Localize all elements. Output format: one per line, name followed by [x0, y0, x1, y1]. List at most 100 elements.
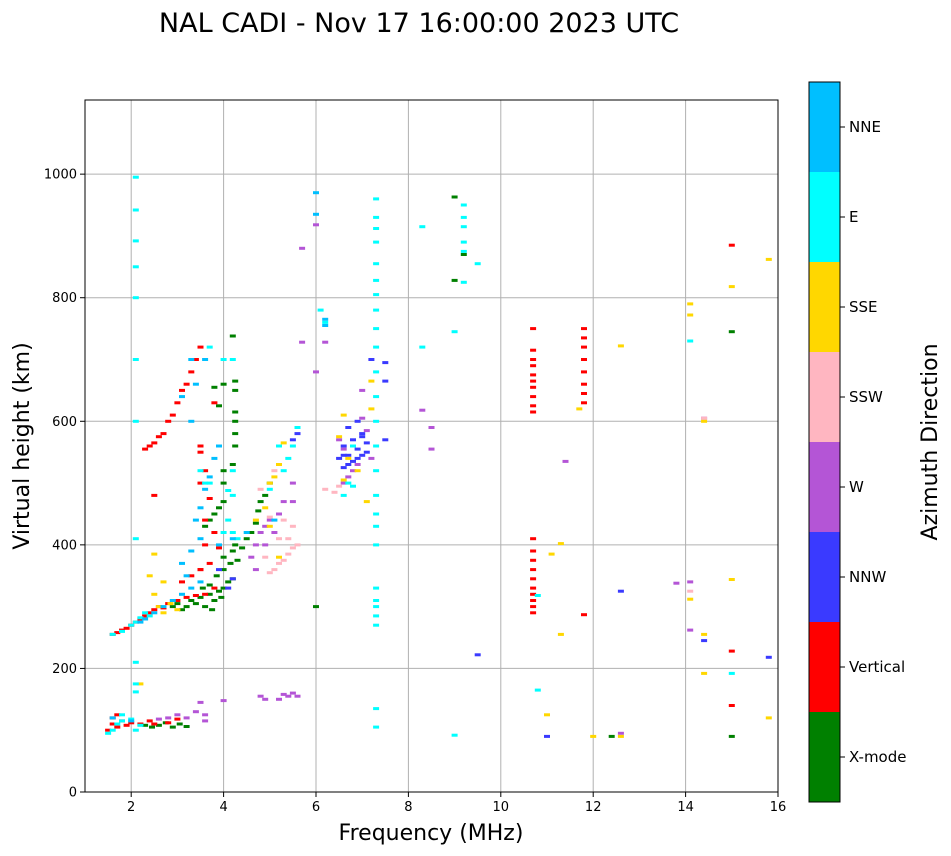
point-vertical	[530, 558, 537, 562]
point-vertical	[202, 592, 209, 596]
point-w	[262, 543, 269, 547]
point-x-mode	[220, 469, 227, 473]
point-w	[289, 691, 296, 695]
point-nnw	[382, 379, 389, 383]
point-nne	[179, 395, 185, 399]
point-e	[373, 345, 380, 349]
point-e	[119, 719, 125, 723]
point-x-mode	[176, 722, 183, 726]
point-w	[266, 518, 273, 522]
point-w	[299, 246, 306, 250]
point-w	[673, 581, 680, 585]
point-ssw	[276, 561, 282, 565]
point-x-mode	[218, 595, 225, 599]
point-nnw	[354, 456, 361, 460]
point-e	[229, 469, 236, 473]
point-ssw	[289, 546, 296, 550]
point-sse	[368, 379, 375, 383]
point-vertical	[179, 580, 185, 584]
point-w	[262, 697, 269, 701]
point-e	[225, 489, 232, 492]
point-w	[687, 580, 694, 584]
chart-title: NAL CADI - Nov 17 16:00:00 2023 UTC	[159, 8, 679, 39]
point-ssw	[276, 537, 282, 541]
point-x-mode	[243, 537, 250, 541]
point-sse	[336, 435, 343, 439]
point-vertical	[581, 370, 587, 374]
point-sse	[701, 671, 708, 675]
point-sse	[266, 524, 273, 528]
point-e	[373, 197, 380, 201]
point-w	[257, 694, 264, 698]
point-nne	[151, 611, 158, 615]
point-e	[460, 240, 467, 244]
colorbar-tick-label: NNW	[849, 568, 886, 586]
point-x-mode	[169, 605, 176, 609]
point-e	[229, 493, 236, 497]
point-sse	[160, 611, 167, 615]
point-vertical	[183, 382, 190, 386]
point-nnw	[354, 447, 361, 451]
point-x-mode	[199, 586, 206, 590]
x-tick-label: 12	[585, 800, 602, 815]
point-vertical	[174, 599, 181, 602]
point-sse	[544, 713, 550, 717]
y-tick-label: 400	[52, 538, 77, 553]
point-vertical	[530, 410, 537, 414]
point-e	[460, 249, 467, 253]
point-e	[137, 723, 144, 727]
point-x-mode	[257, 500, 264, 504]
point-nne	[206, 475, 213, 479]
point-x-mode	[255, 509, 262, 513]
point-vertical	[114, 631, 121, 635]
point-vertical	[155, 435, 162, 439]
point-e	[451, 330, 458, 334]
point-e	[132, 537, 139, 541]
point-x-mode	[220, 568, 227, 572]
point-e	[419, 345, 426, 349]
point-sse	[617, 344, 624, 348]
point-w	[354, 463, 361, 466]
point-nnw	[382, 438, 389, 442]
point-vertical	[216, 546, 222, 550]
point-sse	[617, 734, 624, 738]
point-vertical	[105, 728, 112, 732]
colorbar-tick-label: SSW	[849, 388, 883, 406]
point-nne	[192, 382, 199, 386]
colorbar-swatch	[809, 712, 840, 802]
point-e	[373, 240, 380, 244]
point-x-mode	[206, 592, 213, 596]
point-x-mode	[252, 521, 259, 525]
point-e	[687, 339, 694, 343]
point-e	[373, 395, 380, 399]
point-vertical	[530, 592, 537, 596]
point-e	[132, 690, 139, 694]
point-e	[234, 537, 241, 541]
point-nne	[202, 358, 209, 361]
point-e	[294, 426, 301, 429]
point-e	[132, 728, 139, 732]
point-e	[114, 722, 121, 726]
point-nnw	[350, 459, 356, 463]
point-vertical	[581, 358, 587, 361]
point-x-mode	[608, 734, 615, 738]
point-e	[373, 444, 380, 448]
point-vertical	[206, 497, 213, 500]
point-w	[345, 475, 352, 479]
point-sse	[557, 542, 564, 546]
colorbar-swatch	[809, 82, 840, 172]
point-sse	[151, 552, 158, 556]
point-w	[299, 340, 306, 344]
point-x-mode	[183, 725, 190, 728]
point-sse	[354, 469, 361, 473]
colorbar-label: Azimuth Direction	[918, 343, 943, 540]
point-e	[225, 518, 232, 522]
point-e	[345, 481, 352, 485]
point-w	[252, 568, 259, 572]
point-nnw	[765, 655, 772, 659]
point-vertical	[530, 404, 537, 408]
point-w	[289, 500, 296, 504]
point-vertical	[197, 450, 204, 454]
point-vertical	[530, 586, 537, 590]
colorbar-swatch	[809, 622, 840, 712]
